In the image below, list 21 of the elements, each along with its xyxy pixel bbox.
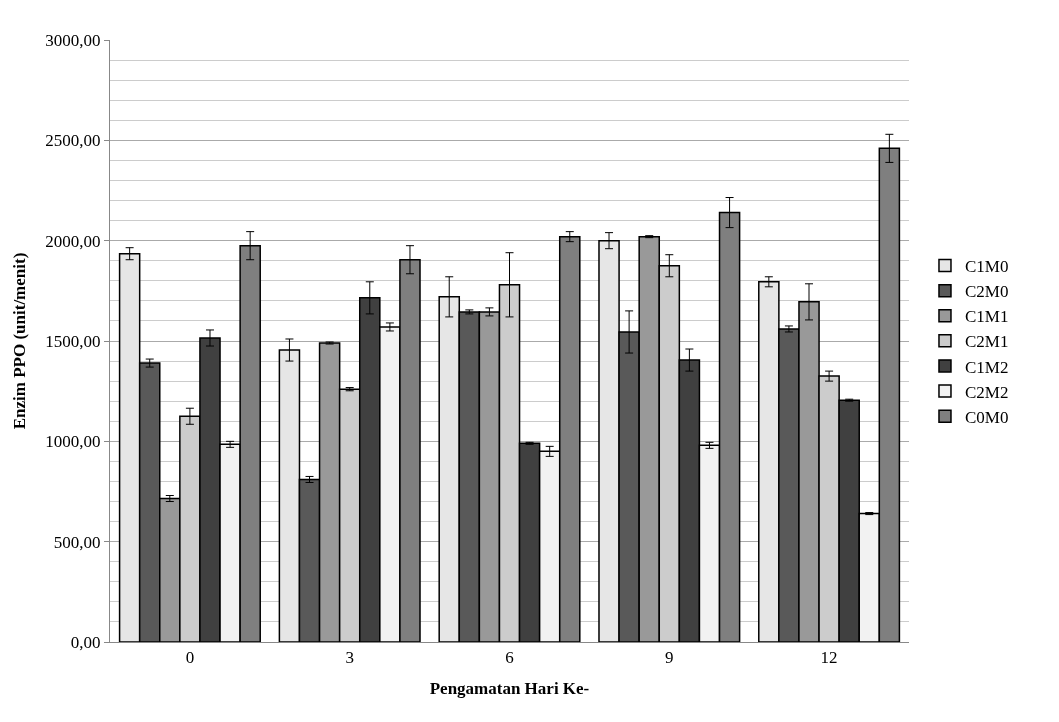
y-tick-label: 1000,00 [45, 432, 101, 452]
y-tick-label: 1500,00 [45, 331, 101, 351]
x-tick-label: 9 [665, 648, 674, 668]
x-tick-label: 12 [820, 648, 838, 668]
y-axis-title: Enzim PPO (unit/menit) [9, 252, 29, 430]
x-axis-title: Pengamatan Hari Ke- [429, 678, 590, 698]
y-tick-label: 2500,00 [45, 131, 101, 151]
y-tick-label: 2000,00 [45, 231, 101, 251]
y-tick-label: 500,00 [53, 532, 101, 552]
legend-label: C1M0 [964, 257, 1009, 277]
y-tick-label: 3000,00 [45, 30, 101, 50]
legend-label: C1M1 [964, 307, 1009, 327]
x-tick-label: 3 [345, 648, 354, 668]
legend-label: C1M2 [964, 357, 1009, 377]
legend-label: C2M2 [964, 382, 1009, 402]
x-tick-label: 0 [185, 648, 195, 668]
y-tick-label: 0,00 [70, 632, 101, 652]
legend-label: C0M0 [964, 407, 1009, 427]
x-tick-label: 6 [505, 648, 514, 668]
legend-label: C2M1 [964, 332, 1009, 352]
legend-label: C2M0 [964, 282, 1009, 302]
